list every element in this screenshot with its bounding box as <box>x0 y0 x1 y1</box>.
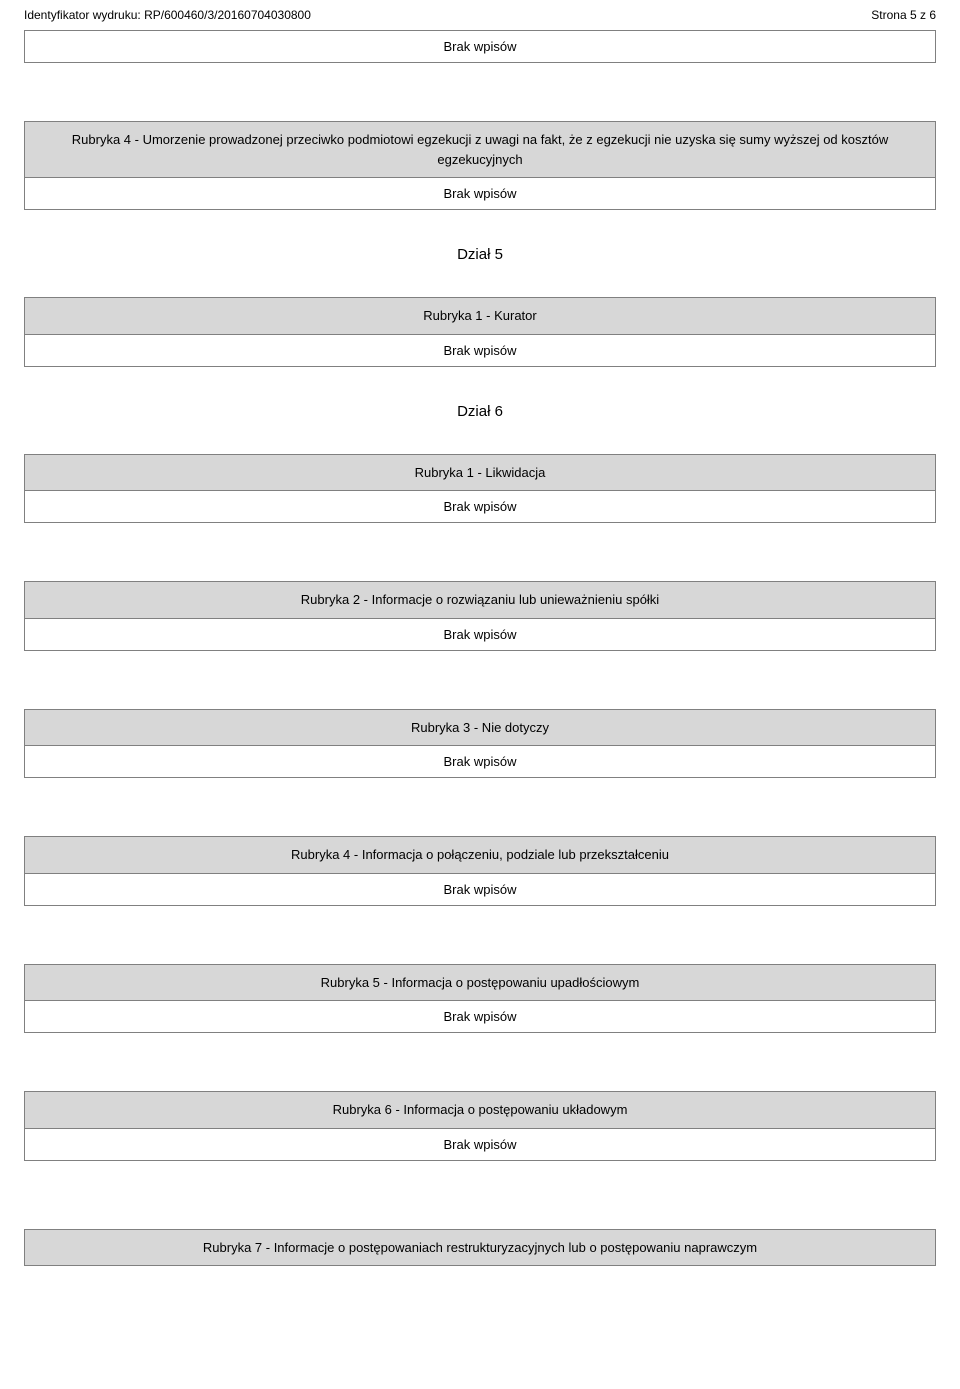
rubryka4-umorzenie-block: Rubryka 4 - Umorzenie prowadzonej przeci… <box>24 121 936 210</box>
dzial6-title: Dział 6 <box>24 403 936 420</box>
rubryka4-umorzenie-header: Rubryka 4 - Umorzenie prowadzonej przeci… <box>25 122 935 178</box>
empty-entries-text: Brak wpisów <box>25 31 935 62</box>
empty-entries-text: Brak wpisów <box>25 874 935 905</box>
rubryka1-likwidacja-header: Rubryka 1 - Likwidacja <box>25 455 935 492</box>
orphan-content-block: Brak wpisów <box>24 30 936 63</box>
rubryka2-block: Rubryka 2 - Informacje o rozwiązaniu lub… <box>24 581 936 651</box>
rubryka4-polaczenie-header: Rubryka 4 - Informacja o połączeniu, pod… <box>25 837 935 874</box>
rubryka3-block: Rubryka 3 - Nie dotyczy Brak wpisów <box>24 709 936 779</box>
rubryka4-polaczenie-block: Rubryka 4 - Informacja o połączeniu, pod… <box>24 836 936 906</box>
empty-entries-text: Brak wpisów <box>25 1129 935 1160</box>
rubryka1-kurator-block: Rubryka 1 - Kurator Brak wpisów <box>24 297 936 367</box>
document-page: Identyfikator wydruku: RP/600460/3/20160… <box>0 0 960 1286</box>
rubryka5-header: Rubryka 5 - Informacja o postępowaniu up… <box>25 965 935 1002</box>
rubryka1-likwidacja-block: Rubryka 1 - Likwidacja Brak wpisów <box>24 454 936 524</box>
printout-identifier: Identyfikator wydruku: RP/600460/3/20160… <box>24 8 311 22</box>
empty-entries-text: Brak wpisów <box>25 1001 935 1032</box>
printout-id-value: RP/600460/3/20160704030800 <box>144 8 311 22</box>
rubryka2-header: Rubryka 2 - Informacje o rozwiązaniu lub… <box>25 582 935 619</box>
empty-entries-text: Brak wpisów <box>25 178 935 209</box>
rubryka7-header: Rubryka 7 - Informacje o postępowaniach … <box>25 1230 935 1266</box>
rubryka5-block: Rubryka 5 - Informacja o postępowaniu up… <box>24 964 936 1034</box>
empty-entries-text: Brak wpisów <box>25 746 935 777</box>
rubryka1-kurator-header: Rubryka 1 - Kurator <box>25 298 935 335</box>
rubryka6-block: Rubryka 6 - Informacja o postępowaniu uk… <box>24 1091 936 1161</box>
dzial5-title: Dział 5 <box>24 246 936 263</box>
page-number: Strona 5 z 6 <box>871 8 936 22</box>
rubryka6-header: Rubryka 6 - Informacja o postępowaniu uk… <box>25 1092 935 1129</box>
printout-id-label: Identyfikator wydruku: <box>24 8 141 22</box>
page-header: Identyfikator wydruku: RP/600460/3/20160… <box>24 8 936 22</box>
rubryka3-header: Rubryka 3 - Nie dotyczy <box>25 710 935 747</box>
empty-entries-text: Brak wpisów <box>25 491 935 522</box>
rubryka7-block: Rubryka 7 - Informacje o postępowaniach … <box>24 1229 936 1267</box>
empty-entries-text: Brak wpisów <box>25 619 935 650</box>
empty-entries-text: Brak wpisów <box>25 335 935 366</box>
